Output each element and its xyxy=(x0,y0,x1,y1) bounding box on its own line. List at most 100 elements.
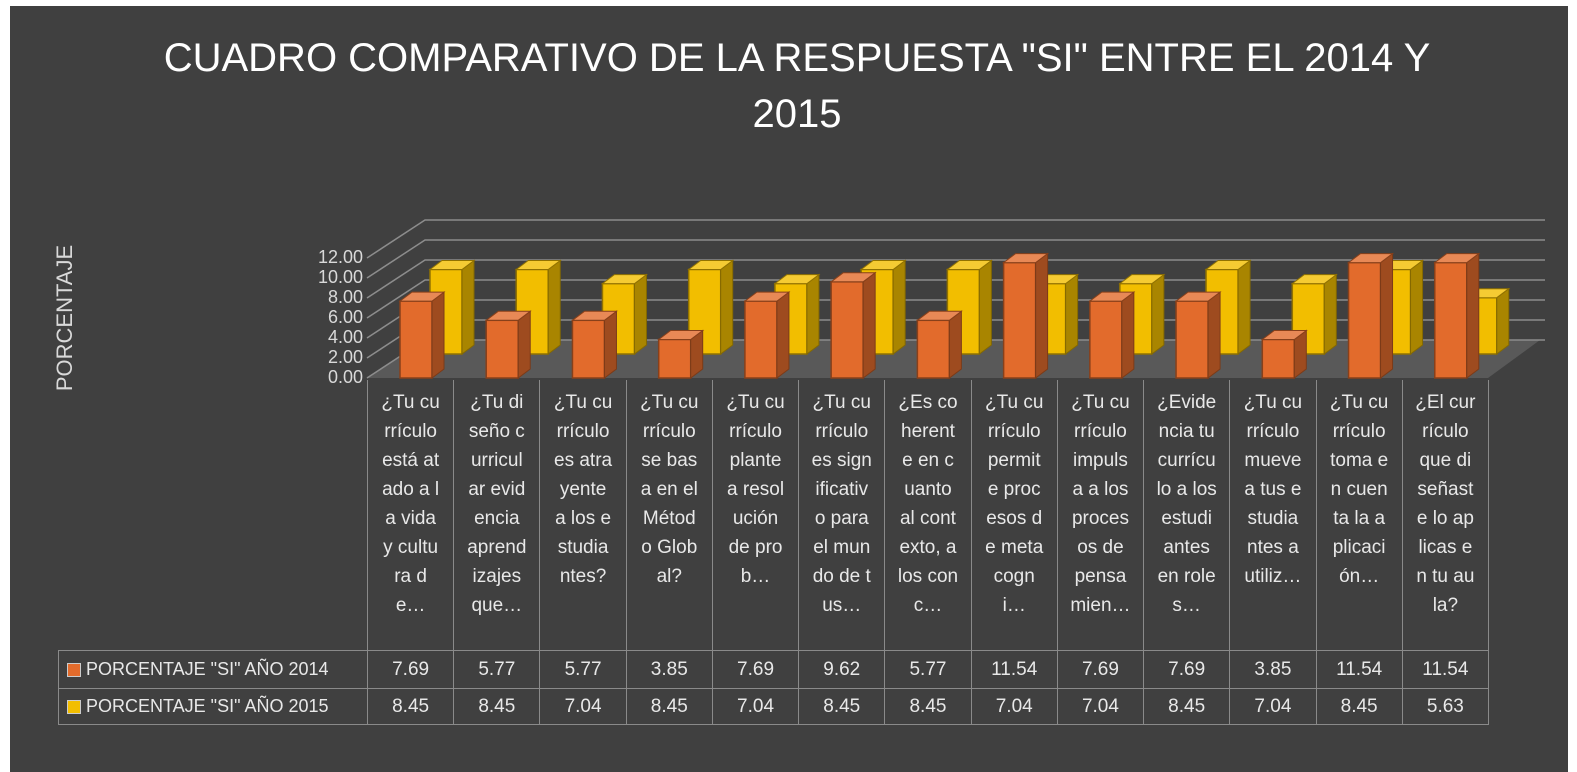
bar-top xyxy=(1088,291,1136,302)
table-value: 11.54 xyxy=(970,650,1058,689)
bar-side xyxy=(1151,273,1165,355)
bar-top xyxy=(398,291,446,302)
bar-top xyxy=(829,272,877,283)
y-tick-label: 0.00 xyxy=(328,367,363,387)
bar xyxy=(1002,252,1050,379)
bar-top xyxy=(1002,253,1050,264)
category-label: ¿Tu currículo mueve a tus estudiantes a … xyxy=(1229,380,1317,651)
bar-front xyxy=(1002,261,1037,379)
legend-entry: PORCENTAJE "SI" AÑO 2014 xyxy=(58,650,368,689)
table-value: 8.45 xyxy=(367,688,455,725)
bar-top xyxy=(859,260,907,270)
bar-top xyxy=(1260,330,1308,340)
bar-front xyxy=(1089,300,1123,379)
category-label: ¿Tu currículo es atrayente a los estudia… xyxy=(539,380,627,651)
bar-side xyxy=(603,310,617,379)
bar xyxy=(687,259,735,355)
legend-key xyxy=(67,699,81,714)
bar-side xyxy=(431,291,445,379)
table-value: 5.77 xyxy=(539,650,627,689)
grid-line xyxy=(366,239,1545,279)
bar-top xyxy=(514,260,562,270)
bar-side xyxy=(1323,273,1337,355)
bar-front xyxy=(916,319,951,379)
category-label: ¿Tu currículo está atado a la vida y cul… xyxy=(367,380,455,651)
bar-top xyxy=(484,310,532,321)
category-label: ¿Tu currículo se basa en el Método Globa… xyxy=(625,380,713,651)
bar-top xyxy=(1290,274,1338,285)
legend-label: PORCENTAJE "SI" AÑO 2014 xyxy=(86,659,329,679)
table-value: 7.69 xyxy=(1056,650,1145,689)
table-value: 9.62 xyxy=(798,650,886,689)
table-value: 5.77 xyxy=(453,650,541,689)
bar-side xyxy=(1237,259,1251,355)
table-value: 5.77 xyxy=(884,650,972,689)
bar-top xyxy=(428,260,476,270)
bar-side xyxy=(1207,291,1221,379)
y-tick-label: 4.00 xyxy=(328,327,363,347)
bar-front xyxy=(399,300,433,379)
bar-top xyxy=(1174,291,1222,302)
category-label: ¿Tu currículo es significativo para el m… xyxy=(798,380,886,651)
table-value: 3.85 xyxy=(1229,650,1317,689)
bar-top xyxy=(1433,253,1481,264)
y-tick-label: 2.00 xyxy=(328,347,363,367)
y-tick-label: 8.00 xyxy=(328,287,363,307)
bar xyxy=(657,329,705,379)
table-value: 8.45 xyxy=(1315,688,1403,725)
bar-side xyxy=(776,291,790,379)
chart-background xyxy=(10,6,1568,772)
bar-front xyxy=(744,300,778,379)
bar-side xyxy=(948,310,962,379)
bar-side xyxy=(1410,259,1424,355)
grid-line xyxy=(366,219,1545,259)
y-axis-label: PORCENTAJE xyxy=(52,245,77,391)
category-label: ¿Tu currículo permite procesos de metaco… xyxy=(970,380,1058,651)
bar-top xyxy=(773,274,821,285)
bar-top xyxy=(687,260,735,270)
bar xyxy=(1088,291,1136,379)
title-line: 2015 xyxy=(753,92,842,136)
title-line: CUADRO COMPARATIVO DE LA RESPUESTA "SI" … xyxy=(164,36,1431,80)
bar-front xyxy=(830,281,864,379)
category-label: ¿Tu currículo impulsa a los procesos de … xyxy=(1056,380,1145,651)
category-label: ¿El currículo que diseñaste lo aplicas e… xyxy=(1401,380,1489,651)
bar-top xyxy=(657,330,705,340)
bar-top xyxy=(1347,253,1395,264)
bar-front xyxy=(1175,300,1209,379)
table-value: 7.04 xyxy=(970,688,1058,725)
category-label: ¿Es coherente en cuanto al contexto, a l… xyxy=(884,380,972,651)
bar-front xyxy=(1434,261,1468,379)
bar xyxy=(1174,291,1222,379)
table-value: 8.45 xyxy=(453,688,541,725)
bar-top xyxy=(1204,260,1252,270)
bar xyxy=(570,310,618,379)
table-value: 7.69 xyxy=(1143,650,1231,689)
bar-side xyxy=(1065,273,1079,355)
bar-top xyxy=(743,291,791,302)
table-value: 3.85 xyxy=(625,650,713,689)
legend-key xyxy=(67,662,81,677)
table-value: 7.69 xyxy=(367,650,455,689)
bar-front xyxy=(571,319,606,379)
table-value: 8.45 xyxy=(625,688,713,725)
category-label: ¿Tu diseño curricular evidencia aprendiz… xyxy=(453,380,541,651)
table-value: 7.04 xyxy=(1056,688,1145,725)
bar-side xyxy=(1121,291,1135,379)
table-value: 8.45 xyxy=(884,688,972,725)
bar-side xyxy=(978,259,992,355)
bar xyxy=(398,291,446,379)
y-tick-label: 12.00 xyxy=(318,247,363,267)
grid-line xyxy=(366,279,1545,319)
y-tick-label: 10.00 xyxy=(318,267,363,287)
bar-side xyxy=(892,259,906,355)
bar xyxy=(829,271,877,379)
y-tick-label: 6.00 xyxy=(328,307,363,327)
table-value: 7.04 xyxy=(711,688,800,725)
table-value: 5.63 xyxy=(1401,688,1489,725)
bar xyxy=(1347,252,1395,379)
table-value: 7.04 xyxy=(539,688,627,725)
bar-side xyxy=(1466,252,1480,379)
bar-front xyxy=(657,338,692,379)
